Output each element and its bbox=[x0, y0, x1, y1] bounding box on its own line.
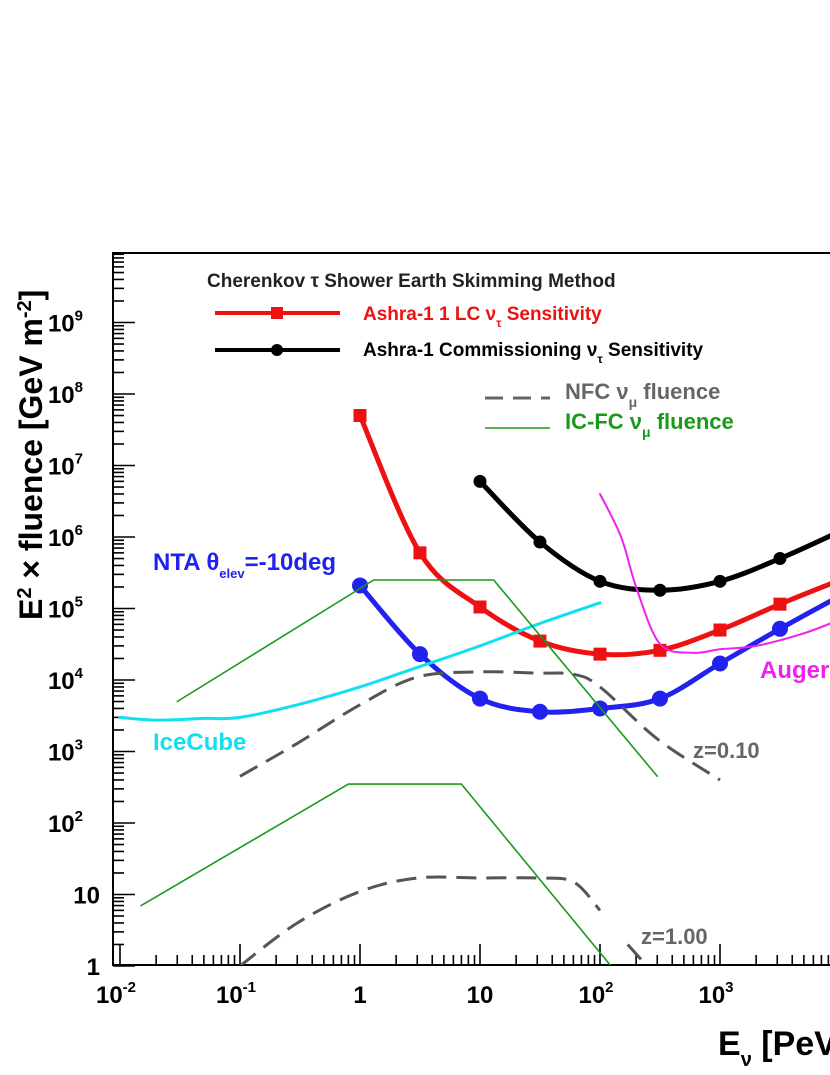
svg-text:E2 × fluence [GeV m-2]: E2 × fluence [GeV m-2] bbox=[13, 290, 49, 620]
x-axis-label: Eν [PeV] bbox=[718, 1025, 830, 1071]
x-tick-label: 10-1 bbox=[216, 979, 256, 1009]
series-2-point-2 bbox=[472, 690, 488, 707]
series-line-4 bbox=[599, 493, 830, 654]
legend-entry-icfc: IC-FC νμ fluence bbox=[565, 409, 734, 440]
series-1-point-5 bbox=[773, 552, 787, 566]
series-2-point-6 bbox=[712, 655, 728, 672]
series-line-1 bbox=[477, 478, 830, 593]
series-line-6 bbox=[140, 783, 612, 965]
series-0-point-1 bbox=[413, 546, 427, 560]
series-0-point-3 bbox=[533, 634, 547, 648]
series-1-point-4 bbox=[713, 574, 727, 588]
series-line-7 bbox=[239, 670, 721, 782]
series-2-point-3 bbox=[531, 703, 548, 720]
axis-tick-labels: 10-2 10-1 1 10 102 103 1 10 102 103 104 105 106 107 10… bbox=[48, 308, 734, 1010]
legend: Cherenkov τ Shower Earth Skimming Method… bbox=[207, 271, 734, 440]
legend-entry-ashra-1lc: Ashra-1 1 LC ντ Sensitivity bbox=[363, 304, 602, 330]
legend-entry-nfc: NFC νμ fluence bbox=[565, 379, 720, 410]
y-tick-label: 106 bbox=[48, 522, 83, 552]
y-tick-label: 10 bbox=[73, 883, 100, 910]
series-1-point-0 bbox=[473, 474, 487, 488]
legend-entry-ashra-comm: Ashra-1 Commissioning ντ Sensitivity bbox=[363, 340, 704, 366]
y-tick-label: 109 bbox=[48, 308, 83, 338]
x-tick-label: 1 bbox=[353, 982, 366, 1009]
y-tick-label: 102 bbox=[48, 808, 83, 838]
annotation-z010: z=0.10 bbox=[693, 738, 760, 763]
y-tick-label: 104 bbox=[48, 665, 84, 695]
annotation-auger: Auger bbox=[760, 657, 829, 684]
series-1-point-2 bbox=[593, 574, 607, 588]
series-0-point-7 bbox=[773, 597, 787, 611]
x-tick-label: 102 bbox=[578, 979, 613, 1009]
series-2-point-5 bbox=[651, 690, 668, 707]
legend-title: Cherenkov τ Shower Earth Skimming Method bbox=[207, 271, 616, 292]
series-0-point-2 bbox=[473, 600, 487, 614]
legend-marker-ashra-comm bbox=[271, 344, 283, 356]
annotation-z100: z=1.00 bbox=[641, 924, 708, 949]
series-0-point-4 bbox=[593, 647, 607, 661]
x-tick-label: 10 bbox=[467, 982, 494, 1009]
x-tick-label: 103 bbox=[698, 979, 733, 1009]
annotation-icecube: IceCube bbox=[153, 729, 246, 756]
annotation-nta: NTA θelev=-10deg bbox=[153, 549, 336, 581]
series-2-point-7 bbox=[771, 620, 788, 637]
x-tick-label: 10-2 bbox=[96, 979, 136, 1009]
series-line-8 bbox=[239, 875, 602, 965]
svg-text:Eν [PeV]: Eν [PeV] bbox=[718, 1025, 830, 1071]
legend-marker-ashra-1lc bbox=[271, 307, 283, 319]
series-0-point-0 bbox=[353, 409, 367, 423]
series-line-5 bbox=[176, 579, 659, 778]
series-2-point-0 bbox=[352, 577, 368, 594]
series-1-point-3 bbox=[653, 583, 667, 597]
series-0-point-6 bbox=[713, 623, 727, 637]
y-tick-label: 107 bbox=[48, 451, 83, 481]
y-tick-label: 108 bbox=[48, 379, 83, 409]
y-tick-label: 103 bbox=[48, 737, 83, 767]
y-axis-label: E2 × fluence [GeV m-2] bbox=[13, 290, 49, 620]
series-line-0 bbox=[357, 413, 830, 658]
series-1-point-1 bbox=[533, 535, 547, 549]
axis-ticks bbox=[113, 253, 830, 967]
series-0-point-5 bbox=[653, 643, 667, 657]
series-layer bbox=[118, 409, 830, 965]
y-tick-label: 105 bbox=[48, 594, 83, 624]
series-line-9 bbox=[626, 943, 648, 965]
series-line-3 bbox=[118, 601, 602, 722]
series-2-point-1 bbox=[411, 646, 428, 663]
y-tick-label: 1 bbox=[87, 954, 100, 981]
